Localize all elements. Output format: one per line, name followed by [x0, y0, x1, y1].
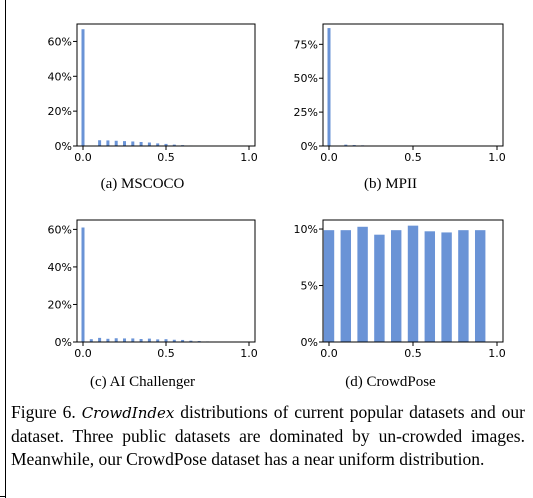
y-tick-label: 10%: [294, 223, 318, 236]
x-tick-label: 0.0: [320, 347, 338, 360]
chart-ai-challenger: 0.0 0.5 1.0 0% 20% 40% 60%: [48, 219, 258, 360]
x-tick-label: 0.5: [404, 151, 422, 164]
x-tick-label: 0.0: [320, 151, 338, 164]
bar: [357, 226, 368, 342]
x-tick-label: 1.0: [240, 151, 258, 164]
x-tick-label: 0.5: [157, 151, 175, 164]
bar: [458, 230, 469, 342]
bar: [407, 225, 419, 342]
bar: [106, 140, 110, 146]
bar: [139, 339, 143, 342]
x-tick-label: 1.0: [488, 347, 506, 360]
caption-text: distributions of current popular dataset…: [11, 402, 525, 469]
caption-prefix: Figure 6.: [11, 402, 82, 422]
bar: [474, 230, 486, 342]
chart-panel-mpii: 0.0 0.5 1.0 0% 25% 50% 75%: [268, 12, 513, 172]
bar: [441, 232, 452, 342]
bar: [81, 29, 85, 147]
chart-panel-crowdpose: 0.0 0.5 1.0 0% 5% 10%: [268, 210, 513, 370]
chart-crowdpose: 0.0 0.5 1.0 0% 5% 10%: [294, 219, 506, 360]
bar: [156, 339, 160, 342]
bar: [390, 230, 402, 342]
caption-index-term: CrowdIndex: [81, 404, 175, 422]
bar: [164, 143, 168, 146]
x-tick-label: 0.0: [74, 151, 92, 164]
x-tick-label: 0.0: [74, 347, 92, 360]
bar: [123, 338, 126, 342]
y-tick-label: 25%: [294, 106, 318, 119]
axes-frame: [76, 219, 256, 343]
subcaption-ai-challenger: (c) AI Challenger: [90, 374, 195, 390]
frame-bottom-border: [0, 496, 6, 497]
y-tick-label: 0%: [55, 140, 72, 153]
y-tick-label: 40%: [48, 70, 72, 83]
chart-mscoco: 0.0 0.5 1.0 0% 20% 40% 60%: [48, 23, 258, 164]
chart-panel-ai-challenger: 0.0 0.5 1.0 0% 20% 40% 60%: [20, 210, 265, 370]
figure-caption: Figure 6. CrowdIndex distributions of cu…: [11, 401, 525, 471]
bar: [98, 337, 102, 342]
bar: [89, 339, 93, 342]
bar: [114, 338, 118, 342]
y-tick-label: 0%: [55, 336, 72, 349]
y-tick-label: 20%: [48, 105, 72, 118]
bar: [156, 143, 160, 146]
y-tick-label: 5%: [301, 280, 318, 293]
y-tick-label: 50%: [294, 72, 318, 85]
bar: [189, 340, 193, 342]
x-tick-label: 1.0: [488, 151, 506, 164]
chart-mpii: 0.0 0.5 1.0 0% 25% 50% 75%: [294, 23, 506, 164]
bar: [147, 142, 151, 146]
bar: [323, 230, 335, 342]
chart-panel-mscoco: 0.0 0.5 1.0 0% 20% 40% 60%: [20, 12, 265, 172]
bar: [139, 141, 143, 146]
y-tick-label: 60%: [48, 35, 72, 48]
y-tick-label: 0%: [301, 140, 318, 153]
bar: [131, 141, 135, 146]
bar: [114, 140, 118, 146]
subcaption-crowdpose: (d) CrowdPose: [345, 374, 436, 390]
bar: [344, 144, 348, 146]
bar: [424, 231, 436, 342]
y-tick-label: 60%: [48, 223, 72, 236]
subcaption-mpii: (b) MPII: [364, 176, 417, 192]
axes-frame: [76, 23, 256, 147]
bar: [106, 338, 110, 342]
axes-frame: [322, 23, 504, 147]
x-tick-label: 0.5: [404, 347, 422, 360]
bar: [327, 28, 331, 146]
x-tick-label: 1.0: [240, 347, 258, 360]
y-tick-label: 75%: [294, 38, 318, 51]
frame-left-border: [5, 0, 6, 498]
bar: [340, 230, 352, 342]
bar: [172, 144, 176, 146]
bar: [164, 339, 168, 342]
bar: [131, 338, 135, 342]
bar: [374, 234, 385, 342]
bar: [123, 141, 126, 146]
y-tick-label: 20%: [48, 298, 72, 311]
y-tick-label: 40%: [48, 261, 72, 274]
bar: [98, 140, 102, 146]
y-tick-label: 0%: [301, 336, 318, 349]
bar: [81, 227, 85, 342]
bar: [181, 339, 185, 342]
subcaption-mscoco: (a) MSCOCO: [100, 176, 185, 192]
x-tick-label: 0.5: [157, 347, 175, 360]
bar: [147, 338, 151, 342]
bar: [172, 339, 176, 342]
